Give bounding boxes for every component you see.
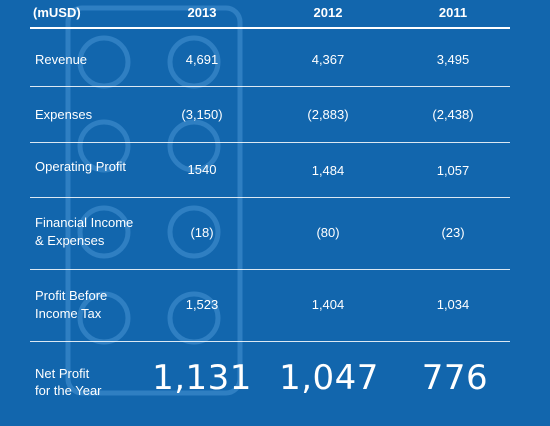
year-header-2013: 2013 <box>187 5 217 20</box>
value-2013: 1,523 <box>185 297 219 312</box>
value-2011: 1,034 <box>436 297 470 312</box>
table-header: (mUSD) 2013 2012 2011 <box>30 0 510 29</box>
value-2013: (18) <box>190 225 214 240</box>
net-profit-2013: 1,131 <box>152 358 252 398</box>
value-2012: 4,367 <box>311 52 345 67</box>
year-header-2011: 2011 <box>438 5 468 20</box>
value-2011: 3,495 <box>436 52 470 67</box>
unit-label: (mUSD) <box>33 5 81 20</box>
value-2012: (2,883) <box>307 107 349 122</box>
value-2012: 1,404 <box>311 297 345 312</box>
value-2011: (2,438) <box>432 107 474 122</box>
table-row-revenue: Revenue 4,691 4,367 3,495 <box>30 29 510 87</box>
value-2013: 4,691 <box>185 52 219 67</box>
row-label: Financial Income & Expenses <box>35 215 134 248</box>
table-row-expenses: Expenses (3,150) (2,883) (2,438) <box>30 87 510 143</box>
net-profit-2011: 776 <box>421 358 489 398</box>
table-row-operating-profit: Operating Profit 1540 1,484 1,057 <box>30 143 510 198</box>
table-row-profit-before-income-tax: Profit Before Income Tax 1,523 1,404 1,0… <box>30 270 510 342</box>
table-row-financial-income-expenses: Financial Income & Expenses (18) (80) (2… <box>30 198 510 270</box>
row-label: Expenses <box>35 107 93 122</box>
value-2011: 1,057 <box>436 163 470 178</box>
value-2013: 1540 <box>187 162 217 177</box>
row-label: Revenue <box>35 52 88 67</box>
net-profit-2012: 1,047 <box>279 358 379 398</box>
row-label: Operating Profit <box>35 159 127 174</box>
net-profit-label: Net Profit for the Year <box>35 366 102 398</box>
value-2013: (3,150) <box>181 107 223 122</box>
year-header-2012: 2012 <box>313 5 343 20</box>
row-label: Profit Before Income Tax <box>35 288 108 321</box>
value-2012: (80) <box>316 225 340 240</box>
value-2011: (23) <box>441 225 465 240</box>
value-2012: 1,484 <box>311 163 345 178</box>
